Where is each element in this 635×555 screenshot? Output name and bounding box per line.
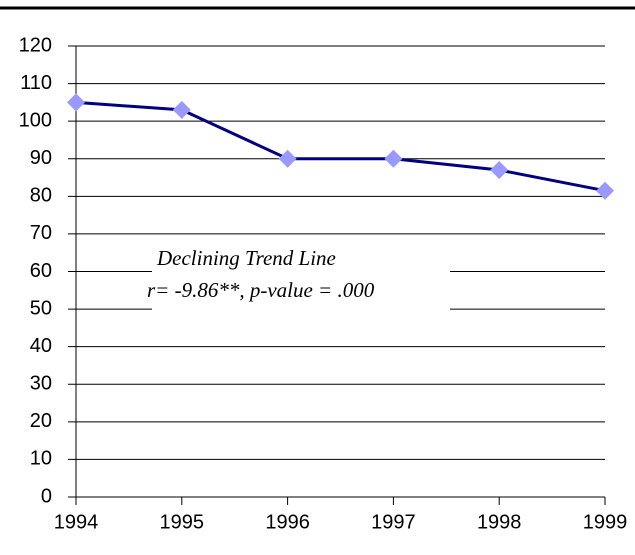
y-tick-label: 80: [30, 185, 52, 207]
y-tick-label: 60: [30, 260, 52, 282]
point-marker: [490, 161, 509, 180]
y-tick-label: 20: [30, 410, 52, 432]
x-tick-label: 1998: [477, 511, 522, 533]
x-tick-label: 1996: [265, 511, 310, 533]
y-tick-label: 90: [30, 147, 52, 169]
y-tick-label: 70: [30, 222, 52, 244]
point-marker: [67, 93, 85, 112]
x-tick-label: 1999: [583, 511, 628, 533]
x-tick-label: 1994: [54, 511, 99, 533]
annotation-line: r= -9.86**, p-value = .000: [147, 278, 375, 302]
y-tick-label: 10: [30, 448, 52, 470]
y-tick-label: 110: [20, 72, 52, 94]
annotation-box: [152, 240, 450, 312]
y-tick-label: 40: [30, 335, 52, 357]
y-tick-label: 100: [19, 109, 52, 131]
y-tick-label: 120: [19, 34, 52, 56]
series-line: [75, 100, 606, 193]
y-tick-label: 0: [41, 485, 52, 507]
x-tick-label: 1995: [160, 511, 205, 533]
point-marker: [278, 149, 297, 168]
point-marker: [596, 181, 614, 200]
y-tick-label: 30: [30, 373, 52, 395]
point-marker: [384, 149, 403, 168]
x-tick-label: 1997: [371, 511, 416, 533]
y-tick-label: 50: [30, 297, 52, 319]
point-marker: [172, 100, 191, 119]
annotation-line: Declining Trend Line: [156, 246, 336, 270]
